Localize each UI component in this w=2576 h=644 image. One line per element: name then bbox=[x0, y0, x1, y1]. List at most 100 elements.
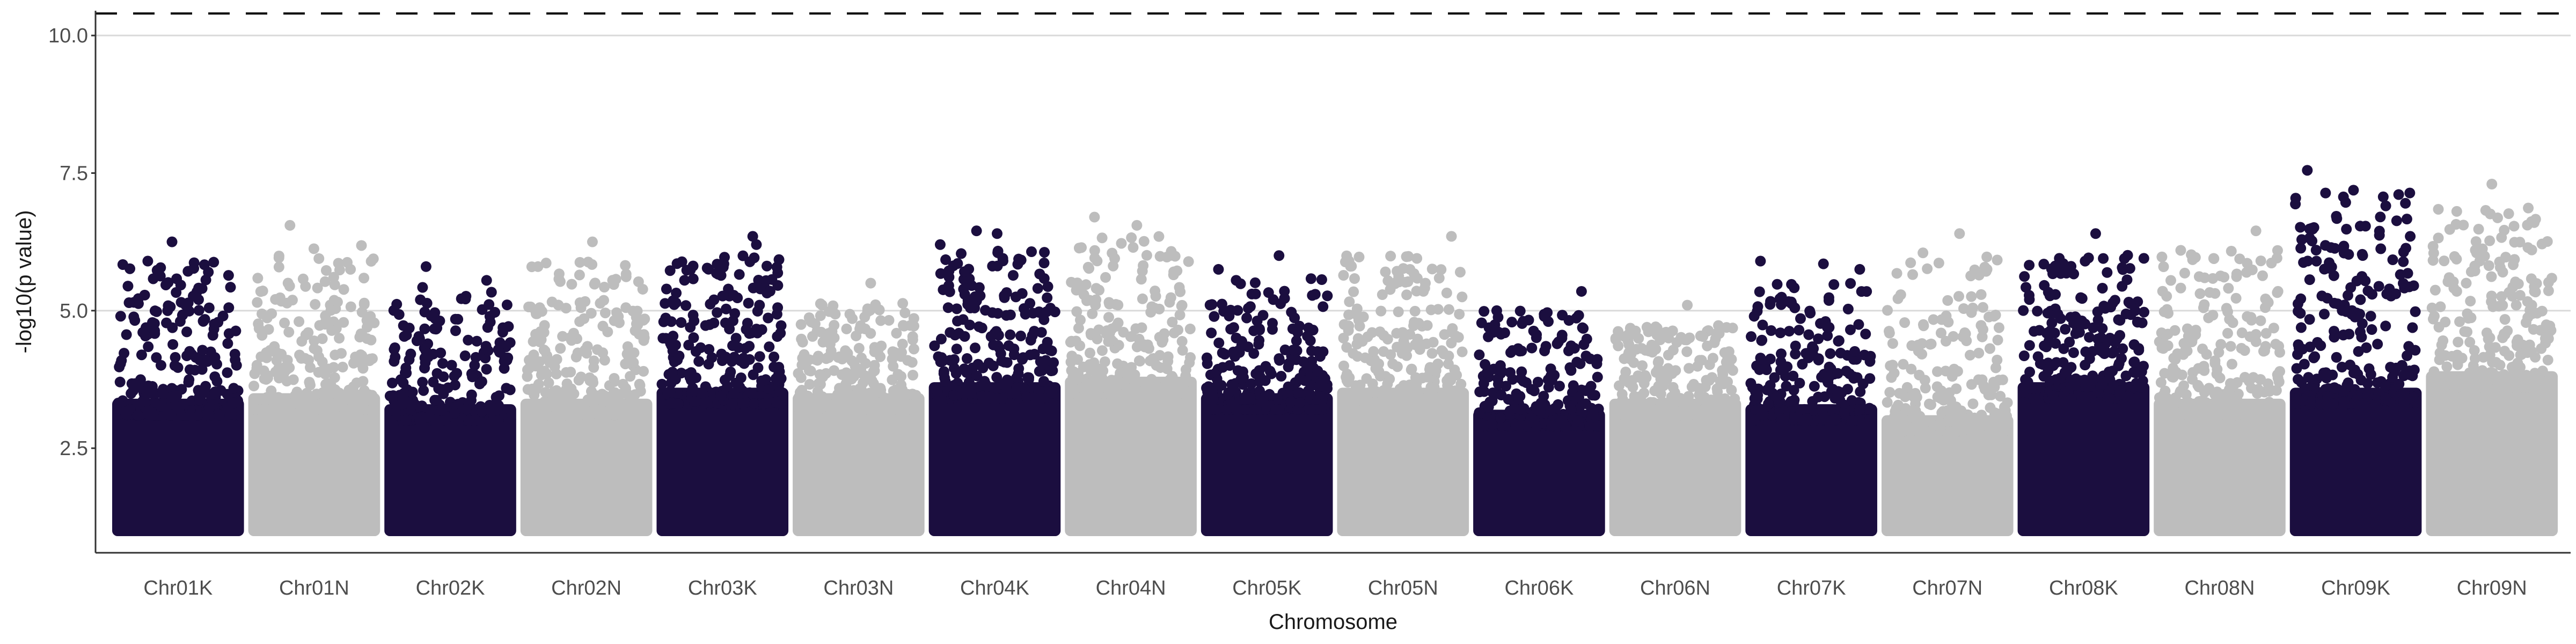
data-point bbox=[1649, 385, 1660, 397]
data-point bbox=[1312, 365, 1323, 377]
data-point bbox=[1147, 353, 1159, 364]
data-point bbox=[754, 351, 765, 362]
data-point bbox=[1703, 375, 1715, 386]
data-point bbox=[1931, 381, 1943, 392]
data-point bbox=[687, 260, 699, 272]
data-point bbox=[2111, 333, 2123, 345]
data-point bbox=[2496, 232, 2507, 243]
data-point bbox=[1263, 287, 1274, 298]
data-point bbox=[2155, 404, 2166, 415]
data-point bbox=[771, 397, 782, 408]
data-point bbox=[1752, 390, 1763, 401]
data-point bbox=[1007, 270, 1019, 281]
data-point bbox=[1681, 334, 1692, 346]
data-point bbox=[2433, 203, 2444, 215]
data-point bbox=[1932, 366, 1943, 377]
data-point bbox=[422, 338, 434, 349]
data-point bbox=[2487, 368, 2499, 379]
data-point bbox=[2492, 212, 2503, 223]
data-point bbox=[2236, 327, 2248, 339]
data-point bbox=[1345, 261, 1356, 272]
data-point bbox=[2213, 347, 2224, 358]
top-point bbox=[284, 219, 296, 231]
data-point bbox=[962, 299, 974, 310]
data-point bbox=[1813, 354, 1824, 365]
top-point bbox=[2338, 241, 2350, 253]
data-point bbox=[1978, 324, 1989, 335]
data-point bbox=[812, 386, 823, 397]
data-point bbox=[1113, 299, 1124, 311]
data-point bbox=[608, 279, 619, 290]
data-point bbox=[1436, 345, 1447, 356]
data-point bbox=[271, 355, 282, 366]
data-point bbox=[125, 263, 136, 274]
data-point bbox=[761, 260, 772, 272]
data-point bbox=[719, 252, 730, 263]
top-point bbox=[142, 255, 153, 267]
top-point bbox=[481, 275, 492, 286]
data-point bbox=[870, 396, 882, 407]
data-point bbox=[2536, 343, 2547, 354]
data-point bbox=[1428, 336, 1439, 348]
data-point bbox=[1249, 404, 1260, 415]
x-tick-label: Chr06K bbox=[1504, 577, 1574, 599]
data-point bbox=[2503, 208, 2514, 219]
data-point bbox=[2097, 378, 2108, 390]
data-point bbox=[1164, 297, 1175, 308]
data-point bbox=[902, 355, 913, 366]
data-point bbox=[2318, 368, 2329, 379]
data-point bbox=[2380, 380, 2391, 392]
data-point bbox=[2024, 260, 2035, 271]
chromosome-points bbox=[248, 240, 380, 536]
data-point bbox=[869, 360, 880, 371]
data-point bbox=[1252, 316, 1263, 327]
data-point bbox=[1184, 323, 1196, 334]
data-point bbox=[704, 319, 715, 330]
data-point bbox=[1745, 378, 1757, 389]
data-point bbox=[1257, 393, 1269, 404]
data-point bbox=[1486, 418, 1497, 429]
data-point bbox=[398, 320, 409, 331]
data-point bbox=[1514, 305, 1526, 317]
x-tick-label: Chr03K bbox=[688, 577, 757, 599]
dense-points-band bbox=[2017, 382, 2150, 536]
data-point bbox=[1038, 376, 1049, 387]
data-point bbox=[764, 341, 775, 353]
data-point bbox=[999, 356, 1010, 368]
data-point bbox=[1035, 356, 1046, 367]
data-point bbox=[958, 274, 969, 285]
dense-points-band bbox=[112, 398, 244, 536]
data-point bbox=[2128, 367, 2139, 378]
data-point bbox=[584, 406, 595, 418]
data-point bbox=[2077, 391, 2088, 402]
data-point bbox=[580, 296, 591, 307]
data-point bbox=[805, 365, 816, 377]
data-point bbox=[890, 396, 901, 407]
data-point bbox=[1175, 286, 1186, 297]
data-point bbox=[291, 386, 303, 398]
data-point bbox=[2102, 267, 2113, 278]
data-point bbox=[970, 342, 981, 354]
data-point bbox=[1492, 378, 1504, 390]
data-point bbox=[481, 363, 492, 375]
data-point bbox=[1889, 419, 1900, 430]
data-point bbox=[2391, 215, 2402, 226]
data-point bbox=[2341, 224, 2352, 235]
data-point bbox=[582, 257, 594, 268]
data-point bbox=[222, 367, 233, 378]
data-point bbox=[586, 308, 597, 319]
data-point bbox=[151, 352, 162, 363]
data-point bbox=[1993, 322, 2004, 333]
data-point bbox=[1611, 409, 1622, 420]
data-point bbox=[1027, 308, 1038, 319]
data-point bbox=[2000, 406, 2011, 418]
data-point bbox=[1635, 372, 1646, 383]
data-point bbox=[1933, 258, 1944, 269]
data-point bbox=[404, 354, 415, 365]
data-point bbox=[163, 300, 174, 311]
data-point bbox=[1180, 364, 1191, 375]
data-point bbox=[1131, 385, 1143, 397]
data-point bbox=[2459, 326, 2470, 337]
data-point bbox=[1802, 413, 1813, 425]
